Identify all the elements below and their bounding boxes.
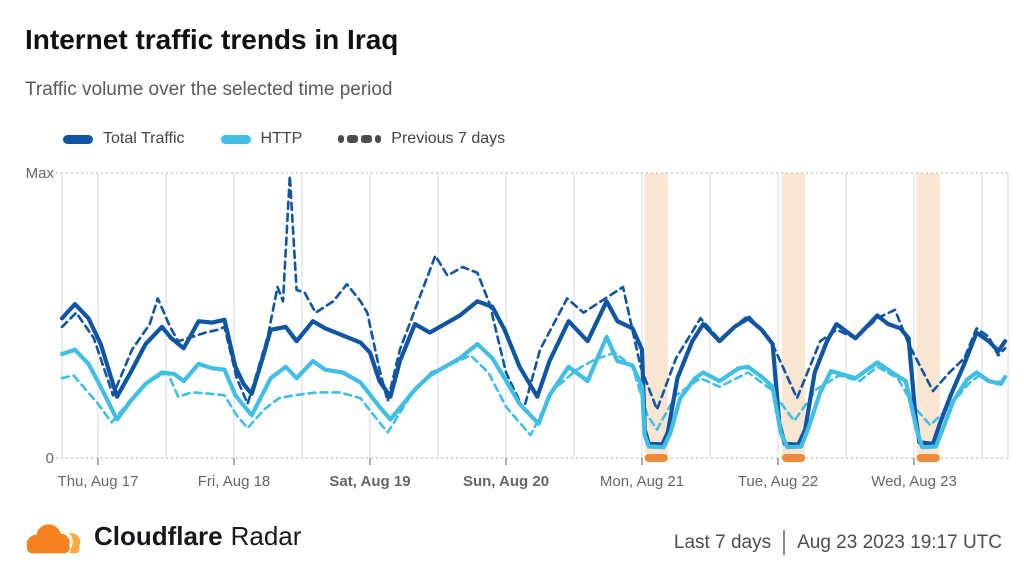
traffic-chart[interactable]: Thu, Aug 17 Fri, Aug 18 Sat, Aug 19 Sun, Au… <box>0 160 1024 505</box>
brand-name: Cloudflare <box>94 520 223 551</box>
x-axis-label: Thu, Aug 17 <box>58 473 139 490</box>
http-swatch-icon <box>220 134 251 144</box>
legend-label-previous-7-days: Previous 7 days <box>391 130 506 147</box>
brand-product: Radar <box>230 520 302 551</box>
date-range-label: Last 7 days <box>673 531 772 553</box>
series-line <box>60 351 1007 437</box>
y-zero-label: 0 <box>46 450 54 467</box>
anomaly-band <box>644 173 668 458</box>
anomaly-marker <box>644 454 668 462</box>
cloudflare-radar-logo: Cloudflare Radar <box>24 514 301 558</box>
x-axis-label: Fri, Aug 18 <box>198 473 271 490</box>
total-traffic-swatch-icon <box>63 134 93 144</box>
legend-item-previous-7-days: Previous 7 days <box>338 130 505 148</box>
timestamp-label: Aug 23 2023 19:17 UTC <box>797 531 1002 553</box>
series-line <box>59 334 1008 450</box>
cloudflare-cloud-icon <box>26 524 81 556</box>
footer-meta: Last 7 days Aug 23 2023 19:17 UTC <box>674 530 1002 555</box>
x-axis-label: Sat, Aug 19 <box>329 473 410 490</box>
series-line <box>59 299 1008 447</box>
anomaly-band <box>782 173 806 458</box>
x-axis-label: Mon, Aug 21 <box>600 473 684 490</box>
x-axis-label: Sun, Aug 20 <box>463 473 549 490</box>
x-axis-label: Tue, Aug 22 <box>738 473 818 490</box>
page-title: Internet traffic trends in Iraq <box>25 24 399 55</box>
anomaly-band <box>916 173 940 458</box>
legend-label-total-traffic: Total Traffic <box>103 130 185 147</box>
separator-bar <box>783 530 786 555</box>
anomaly-marker <box>916 454 940 462</box>
x-axis-label: Wed, Aug 23 <box>871 473 957 490</box>
anomaly-marker <box>782 454 806 462</box>
page-subtitle: Traffic volume over the selected time pe… <box>25 79 393 100</box>
legend-label-http: HTTP <box>260 130 303 147</box>
y-max-label: Max <box>26 165 55 182</box>
brand-text: Cloudflare Radar <box>94 521 301 552</box>
traffic-chart-svg[interactable]: Thu, Aug 17 Fri, Aug 18 Sat, Aug 19 Sun, Au… <box>0 160 1024 505</box>
legend-item-http: HTTP <box>220 130 303 148</box>
legend: Total Traffic HTTP Previous 7 days <box>63 130 505 148</box>
previous-7-days-dashed-swatch-icon <box>338 135 382 143</box>
legend-item-total-traffic: Total Traffic <box>63 130 185 148</box>
